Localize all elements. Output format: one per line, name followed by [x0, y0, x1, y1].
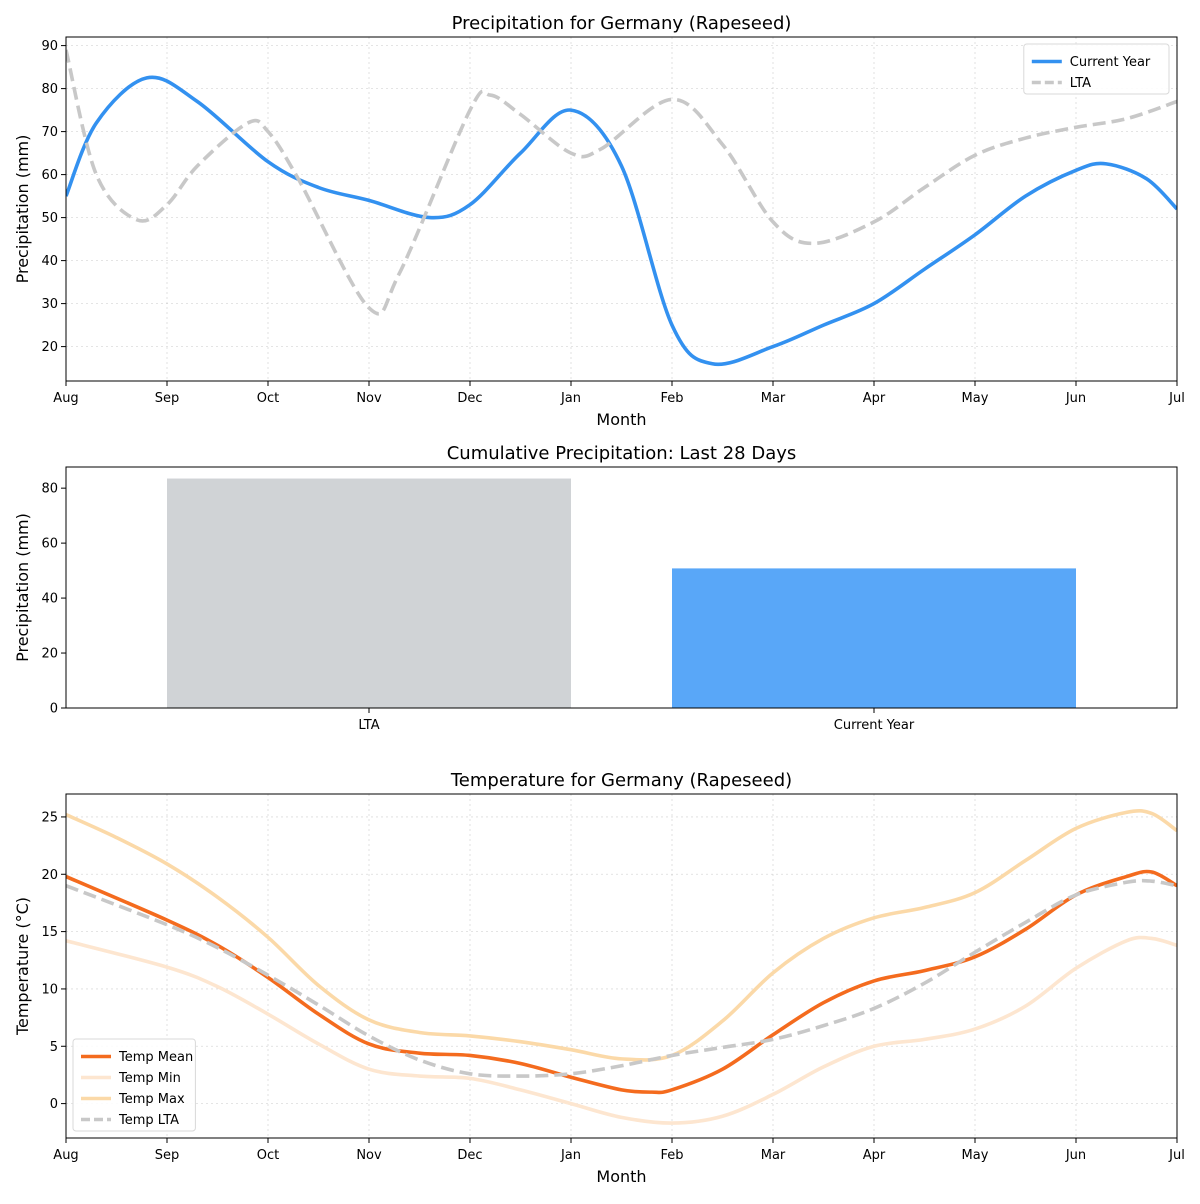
y-tick-label: 60: [41, 168, 58, 183]
y-tick-label: 25: [41, 810, 58, 825]
y-tick-label: 10: [41, 982, 58, 997]
y-tick-label: 60: [41, 537, 58, 552]
series-line-current-year: [66, 75, 1177, 367]
y-tick-label: 40: [41, 254, 58, 269]
plot-area: [66, 809, 1177, 1125]
x-tick-label: Oct: [257, 1148, 279, 1163]
y-tick-label: 70: [41, 125, 58, 140]
x-tick-label: Aug: [53, 391, 78, 406]
x-tick-label: Sep: [155, 1148, 180, 1163]
y-tick-label: 15: [41, 925, 58, 940]
chart-title: Cumulative Precipitation: Last 28 Days: [447, 443, 797, 464]
x-tick-label: Jan: [560, 391, 581, 406]
y-tick-label: 30: [41, 297, 58, 312]
legend-label-current-year: Current Year: [1070, 55, 1151, 70]
x-tick-label: Jun: [1065, 1148, 1086, 1163]
x-tick-label: Nov: [356, 391, 382, 406]
x-tick-label: Nov: [356, 1148, 382, 1163]
legend-label-temp-lta: Temp LTA: [118, 1113, 179, 1128]
y-axis-label: Temperature (°C): [13, 897, 32, 1036]
legend-label-temp-max: Temp Max: [118, 1092, 185, 1107]
y-tick-label: 90: [41, 39, 58, 54]
x-tick-label: Oct: [257, 391, 279, 406]
y-tick-label: 80: [41, 82, 58, 97]
y-tick-label: 5: [50, 1040, 58, 1055]
series-line-temp-max: [66, 809, 1177, 1062]
legend-box: [72, 1038, 196, 1132]
y-tick-label: 80: [41, 482, 58, 497]
x-tick-label: Jun: [1065, 391, 1086, 406]
y-axis-label: Precipitation (mm): [13, 513, 32, 662]
chart-1: Precipitation for Germany (Rapeseed) 20 30…: [13, 13, 1185, 429]
y-tick-label: 20: [41, 868, 58, 883]
chart-2: Cumulative Precipitation: Last 28 Days 0 2…: [13, 443, 1178, 733]
series-line-temp-min: [66, 935, 1177, 1125]
chart-title: Precipitation for Germany (Rapeseed): [452, 13, 792, 34]
x-tick-label: Current Year: [834, 718, 915, 733]
chart-3: Temperature for Germany (Rapeseed) 0 5 10 15…: [13, 770, 1185, 1186]
plot-frame: [65, 36, 1178, 382]
x-tick-label: Apr: [863, 391, 886, 406]
x-axis-label: Month: [596, 410, 646, 429]
plot-frame: [65, 466, 1178, 709]
x-tick-label: Mar: [761, 391, 786, 406]
x-tick-label: Feb: [660, 391, 683, 406]
y-tick-label: 0: [50, 702, 58, 717]
x-tick-label: Feb: [660, 1148, 683, 1163]
chart-title: Temperature for Germany (Rapeseed): [450, 770, 792, 791]
x-tick-label: Apr: [863, 1148, 886, 1163]
x-tick-label: LTA: [358, 718, 379, 733]
x-tick-label: Jul: [1168, 391, 1185, 406]
series-line-temp-lta: [66, 878, 1177, 1078]
x-tick-label: Aug: [53, 1148, 78, 1163]
x-tick-label: Dec: [457, 391, 482, 406]
legend-label-lta: LTA: [1070, 76, 1091, 91]
x-tick-label: Jul: [1168, 1148, 1185, 1163]
x-tick-label: Dec: [457, 1148, 482, 1163]
y-tick-label: 50: [41, 211, 58, 226]
legend: Temp Mean Temp Min Temp Max Temp LTA: [72, 1038, 196, 1132]
y-tick-label: 0: [50, 1097, 58, 1112]
grid: [65, 794, 1178, 1138]
legend-label-temp-min: Temp Min: [118, 1071, 181, 1086]
series-line-lta: [66, 49, 1177, 316]
x-tick-label: May: [962, 1148, 989, 1163]
y-axis-label: Precipitation (mm): [13, 135, 32, 284]
plot-area: [66, 49, 1177, 367]
y-tick-label: 20: [41, 340, 58, 355]
y-tick-label: 40: [41, 592, 58, 607]
plot-area: [167, 478, 1076, 708]
series-line-temp-mean: [66, 869, 1177, 1095]
x-tick-label: Mar: [761, 1148, 786, 1163]
y-tick-label: 20: [41, 647, 58, 662]
legend: Current Year LTA: [1023, 43, 1170, 95]
bar-lta: [167, 478, 571, 708]
x-tick-label: Jan: [560, 1148, 581, 1163]
bar-current-year: [672, 568, 1076, 708]
x-axis-label: Month: [596, 1167, 646, 1186]
legend-label-temp-mean: Temp Mean: [118, 1050, 193, 1065]
x-tick-label: Sep: [155, 391, 180, 406]
plot-frame: [65, 793, 1178, 1139]
x-tick-label: May: [962, 391, 989, 406]
